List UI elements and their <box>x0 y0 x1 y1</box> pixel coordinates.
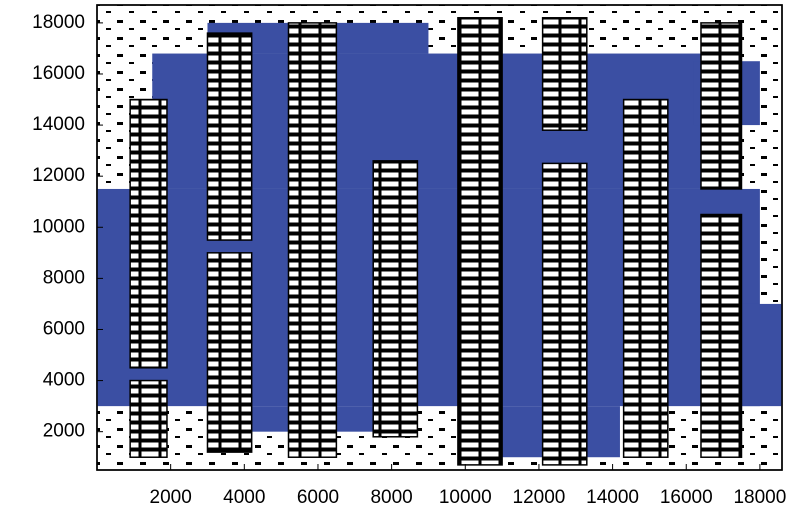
y-tick-label: 12000 <box>32 165 85 186</box>
cell-block <box>287 22 338 458</box>
x-tick-label: 16000 <box>660 487 713 508</box>
cell-block <box>206 252 253 453</box>
cell-block <box>206 32 253 241</box>
cell-block <box>700 22 743 190</box>
x-tick-label: 10000 <box>439 487 492 508</box>
plot-border <box>96 4 783 471</box>
y-tick-label: 16000 <box>32 63 85 84</box>
y-tick-label: 4000 <box>43 370 85 391</box>
cell-block <box>372 160 419 438</box>
x-tick-label: 12000 <box>513 487 566 508</box>
cell-block <box>622 98 669 458</box>
y-tick-label: 2000 <box>43 421 85 442</box>
cell-block <box>129 379 168 458</box>
y-tick-label: 14000 <box>32 114 85 135</box>
y-tick-label: 18000 <box>32 12 85 33</box>
x-tick-label: 18000 <box>733 487 786 508</box>
x-tick-label: 4000 <box>223 487 265 508</box>
x-tick-label: 14000 <box>586 487 639 508</box>
y-tick-label: 6000 <box>43 318 85 339</box>
cell-block <box>129 98 168 369</box>
cell-block <box>700 213 743 458</box>
cell-block <box>457 17 503 466</box>
cell-block <box>541 162 588 466</box>
x-tick-label: 8000 <box>370 487 412 508</box>
y-tick-label: 8000 <box>43 267 85 288</box>
cell-block <box>541 17 588 131</box>
x-tick-label: 6000 <box>297 487 339 508</box>
x-tick-label: 2000 <box>150 487 192 508</box>
y-tick-label: 10000 <box>32 216 85 237</box>
